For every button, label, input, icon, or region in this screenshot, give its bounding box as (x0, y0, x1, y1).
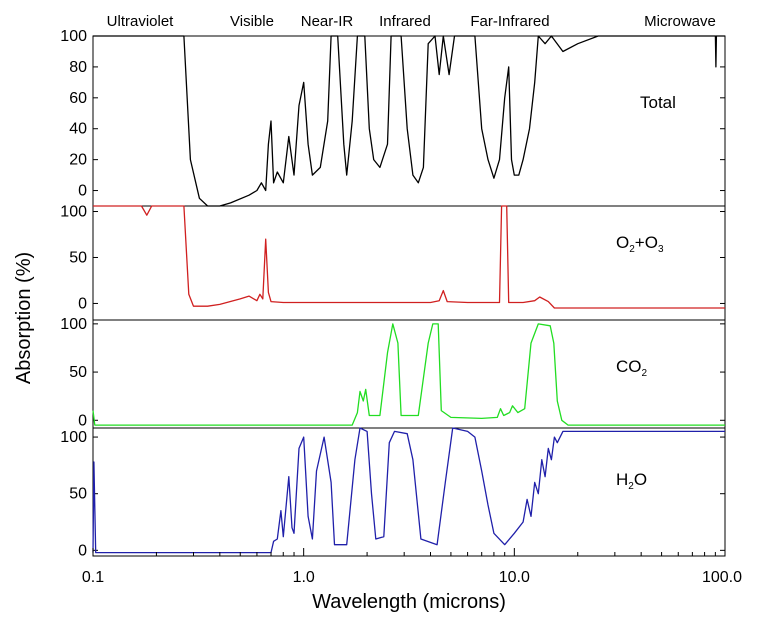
y-tick-label: 80 (69, 59, 87, 76)
y-axis-label: Absorption (%) (13, 252, 35, 384)
panel-label: O2+O3 (616, 233, 664, 255)
band-labels: Ultraviolet Visible Near-IR Infrared Far… (107, 13, 716, 30)
panel-3: 100 50 0 CO2 (60, 316, 725, 429)
y-tick-label: 0 (78, 542, 87, 559)
panel-label-part: 3 (658, 244, 664, 255)
series-line (93, 35, 725, 207)
panel-label-part: +O (635, 233, 658, 252)
y-tick-label: 0 (78, 412, 87, 429)
band-label: Far-Infrared (470, 13, 549, 30)
x-tick-label: 10.0 (499, 569, 530, 586)
panel-label-part: Total (640, 93, 676, 112)
band-label: Visible (230, 13, 274, 30)
x-axis-label: Wavelength (microns) (312, 591, 506, 613)
band-label: Infrared (379, 13, 431, 30)
y-tick-label: 40 (69, 121, 87, 138)
y-tick-label: 100 (60, 429, 87, 446)
x-tick-labels: 0.1 1.0 10.0 100.0 (82, 569, 742, 586)
band-label: Ultraviolet (107, 13, 175, 30)
panel-label-part: O (634, 470, 647, 489)
y-tick-label: 100 (60, 204, 87, 221)
panel-label: CO2 (616, 357, 648, 379)
y-tick-label: 20 (69, 152, 87, 169)
y-tick-label: 0 (78, 183, 87, 200)
panel-label: Total (640, 93, 676, 112)
panel-label-part: H (616, 470, 628, 489)
series-line (93, 205, 725, 309)
y-tick-label: 60 (69, 90, 87, 107)
panel-label-part: CO (616, 357, 642, 376)
x-tick-label: 0.1 (82, 569, 104, 586)
panel-2: 100 50 0 O2+O3 (60, 204, 725, 312)
series-line (92, 427, 725, 554)
band-label: Microwave (644, 13, 716, 30)
panel-4: 100 50 0 H2O (60, 427, 725, 559)
y-tick-label: 0 (78, 295, 87, 312)
band-label: Near-IR (301, 13, 354, 30)
series-line (92, 323, 725, 426)
panel-label-part: 2 (628, 481, 634, 492)
y-tick-label: 100 (60, 28, 87, 45)
y-tick-label: 50 (69, 364, 87, 381)
x-tick-label: 100.0 (702, 569, 742, 586)
x-tick-label: 1.0 (293, 569, 315, 586)
y-tick-label: 50 (69, 486, 87, 503)
panel-label: H2O (616, 470, 647, 492)
y-tick-label: 100 (60, 316, 87, 333)
panel-label-part: O (616, 233, 629, 252)
x-ticks (92, 548, 726, 556)
plot-frame (92, 35, 726, 557)
panel-1: 100 80 60 40 20 0 Total (60, 28, 725, 207)
y-tick-label: 50 (69, 249, 87, 266)
panel-label-part: 2 (642, 368, 648, 379)
panels: 100806040200Total100500O2+O3100500CO2100… (60, 28, 725, 559)
panel-label-part: 2 (629, 244, 635, 255)
